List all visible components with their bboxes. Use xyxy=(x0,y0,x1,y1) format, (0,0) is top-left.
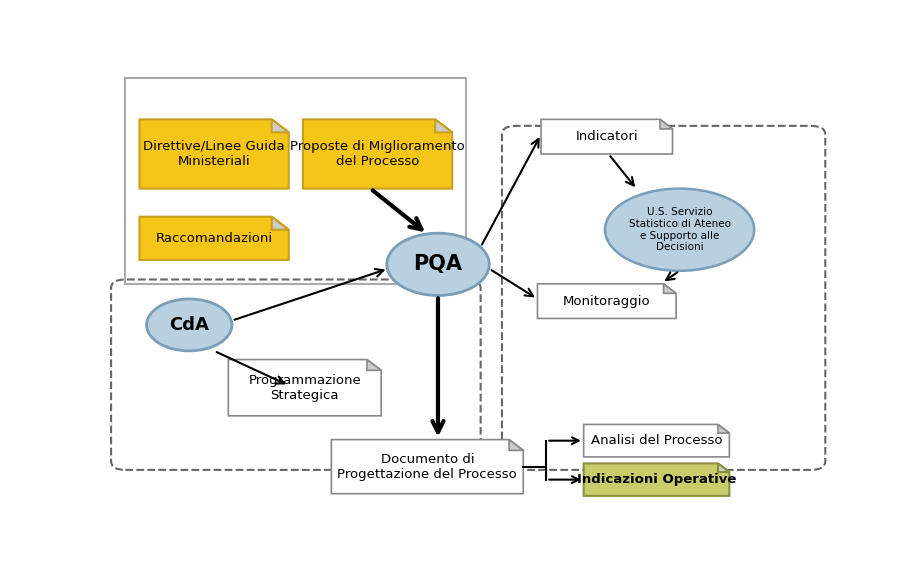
Bar xyxy=(126,78,467,284)
Polygon shape xyxy=(139,119,289,189)
Text: Indicazioni Operative: Indicazioni Operative xyxy=(577,473,736,486)
Polygon shape xyxy=(509,439,524,450)
Polygon shape xyxy=(331,439,524,493)
Text: Direttive/Linee Guida
Ministeriali: Direttive/Linee Guida Ministeriali xyxy=(143,140,285,168)
Circle shape xyxy=(387,233,489,296)
Polygon shape xyxy=(271,217,289,230)
Circle shape xyxy=(147,299,232,351)
Polygon shape xyxy=(537,284,676,319)
Text: Analisi del Processo: Analisi del Processo xyxy=(591,434,723,447)
Polygon shape xyxy=(271,119,289,133)
Text: Raccomandazioni: Raccomandazioni xyxy=(156,232,272,245)
Polygon shape xyxy=(584,424,729,457)
Polygon shape xyxy=(228,360,381,416)
Polygon shape xyxy=(436,119,452,133)
Polygon shape xyxy=(139,217,289,260)
Text: PQA: PQA xyxy=(414,255,462,274)
Ellipse shape xyxy=(605,189,755,271)
Text: Monitoraggio: Monitoraggio xyxy=(563,294,650,307)
Polygon shape xyxy=(664,284,676,293)
Text: Documento di
Progettazione del Processo: Documento di Progettazione del Processo xyxy=(337,452,517,481)
Text: CdA: CdA xyxy=(170,316,209,334)
Text: Indicatori: Indicatori xyxy=(576,130,638,143)
Text: Programmazione
Strategica: Programmazione Strategica xyxy=(249,374,361,402)
Polygon shape xyxy=(303,119,452,189)
Text: U.S. Servizio
Statistico di Ateneo
e Supporto alle
Decisioni: U.S. Servizio Statistico di Ateneo e Sup… xyxy=(629,207,731,252)
Polygon shape xyxy=(660,119,672,129)
Polygon shape xyxy=(367,360,381,370)
Text: Proposte di Miglioramento
del Processo: Proposte di Miglioramento del Processo xyxy=(290,140,465,168)
Polygon shape xyxy=(718,464,729,472)
Polygon shape xyxy=(584,464,729,496)
Polygon shape xyxy=(718,424,729,433)
Polygon shape xyxy=(541,119,672,154)
